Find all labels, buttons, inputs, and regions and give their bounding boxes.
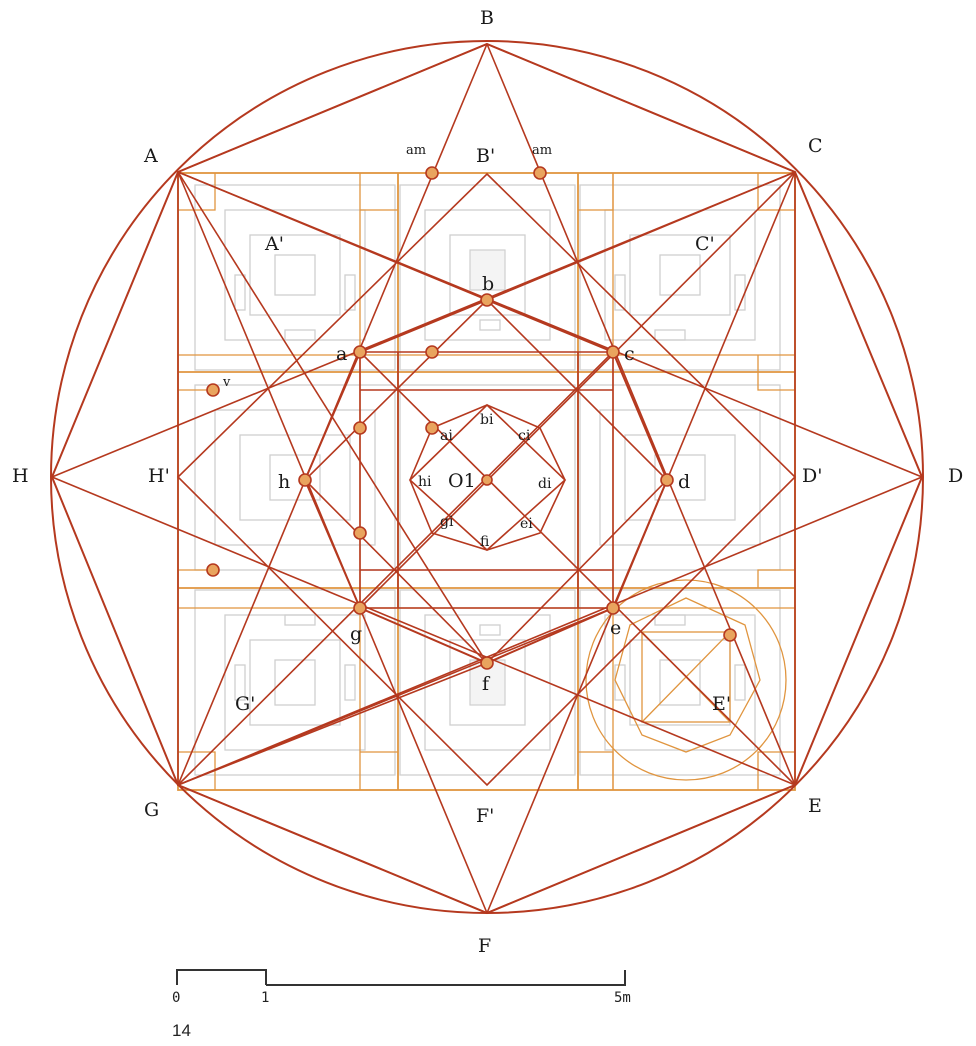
marker-h: [298, 473, 312, 487]
marker-a-mid: [425, 345, 439, 359]
marker-a: [353, 345, 367, 359]
marker-ai: [425, 421, 439, 435]
label-G: G: [144, 799, 159, 821]
marker-v: [206, 383, 220, 397]
marker-f: [480, 656, 494, 670]
label-a: a: [336, 343, 347, 365]
label-C: C: [808, 135, 823, 157]
scale-label-5m: 5m: [614, 990, 631, 1006]
label-b: b: [482, 273, 494, 295]
label-am-left: am: [406, 143, 426, 158]
label-D-prime: D': [802, 465, 822, 487]
label-A: A: [143, 145, 158, 167]
label-fi: fi: [480, 534, 490, 550]
label-F: F: [478, 935, 491, 957]
label-G-prime: G': [235, 693, 255, 715]
label-h: h: [278, 471, 290, 493]
marker-left-upper: [353, 421, 367, 435]
marker-e-prime-top: [723, 628, 737, 642]
marker-e: [606, 601, 620, 615]
label-E-prime: E': [712, 693, 731, 715]
label-ci: ci: [518, 428, 531, 444]
floor-plan: [194, 184, 781, 776]
label-C-prime: C': [695, 233, 715, 255]
label-c: c: [624, 343, 635, 365]
marker-g: [353, 601, 367, 615]
label-A-prime: A': [264, 233, 284, 255]
label-H: H: [12, 465, 29, 487]
scale-bar: 0 1 5m: [172, 969, 631, 1006]
label-e: e: [610, 617, 621, 639]
misc-labels: am am v: [222, 143, 552, 390]
label-hi: hi: [418, 474, 432, 490]
center-labels: ai bi ci di ei fi gi hi O1: [418, 412, 552, 550]
marker-am-right: [533, 166, 547, 180]
page-number: 14: [172, 1021, 191, 1040]
scale-label-0: 0: [172, 990, 180, 1006]
label-f: f: [482, 673, 491, 695]
label-gi: gi: [440, 514, 454, 530]
marker-b: [480, 293, 494, 307]
scale-label-1: 1: [261, 990, 269, 1006]
label-H-prime: H': [148, 465, 170, 487]
label-B: B: [480, 7, 494, 29]
marker-am-left: [425, 166, 439, 180]
marker-left-lower: [353, 526, 367, 540]
prime-labels: B' A' C' H' D' G' E' F': [148, 145, 822, 827]
label-D: D: [948, 465, 963, 487]
label-v: v: [222, 375, 231, 390]
label-B-prime: B': [476, 145, 495, 167]
point-markers: [206, 166, 737, 670]
marker-c: [606, 345, 620, 359]
marker-left-edge: [206, 563, 220, 577]
label-E: E: [808, 795, 822, 817]
label-g: g: [350, 623, 362, 645]
vertex-labels: B A C H D G E F: [12, 7, 963, 957]
label-bi: bi: [480, 412, 494, 428]
label-di: di: [538, 476, 552, 492]
label-ai: ai: [440, 428, 453, 444]
label-am-right: am: [532, 143, 552, 158]
label-d: d: [678, 471, 690, 493]
label-F-prime: F': [476, 805, 494, 827]
marker-center: [481, 474, 493, 486]
inner-labels: a b c d e f g h: [278, 273, 690, 695]
marker-d: [660, 473, 674, 487]
label-O1: O1: [448, 470, 476, 492]
label-ei: ei: [520, 516, 533, 532]
